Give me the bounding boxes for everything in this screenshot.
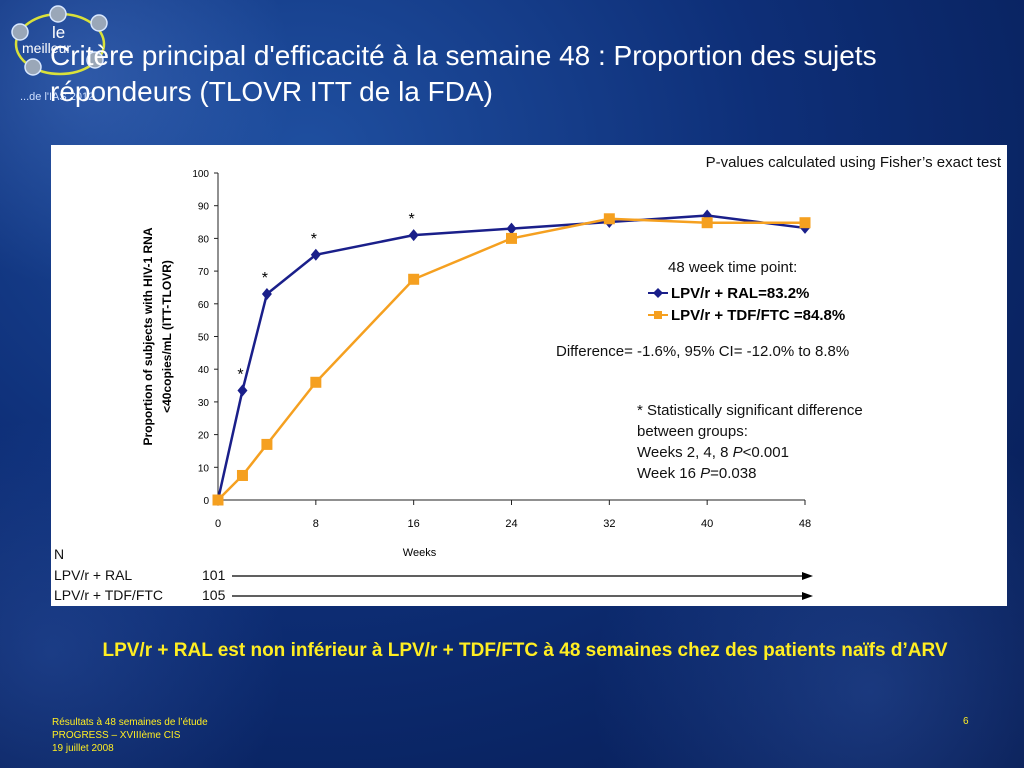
significance-note-line-1: * Statistically significant difference	[637, 402, 863, 419]
significance-note-line-2: between groups:	[637, 423, 748, 440]
significance-note-line-4: Week 16 P=0.038	[637, 465, 756, 482]
p-value-note: P-values calculated using Fisher’s exact…	[706, 154, 1002, 171]
conclusion-text: LPV/r + RAL est non inférieur à LPV/r + …	[102, 640, 948, 661]
series-2-point	[212, 494, 224, 506]
conference-logo: le meilleur ...de l'IAS 2012	[11, 5, 108, 103]
significance-asterisk: *	[409, 211, 415, 228]
series-2-point	[408, 273, 420, 285]
y-tick-label: 100	[192, 169, 209, 180]
legend-marker-1	[653, 288, 663, 298]
x-tick-label: 32	[603, 518, 615, 530]
significance-note-segment: P	[700, 465, 710, 482]
footer: Résultats à 48 semaines de l’étude PROGR…	[52, 716, 208, 755]
x-tick-label: 0	[215, 518, 221, 530]
series-2-point	[236, 469, 248, 481]
significance-asterisk: *	[311, 231, 317, 248]
significance-note-segment: P	[733, 444, 743, 461]
x-axis-label: Weeks	[403, 547, 437, 559]
series-1-point	[408, 229, 419, 242]
x-tick-label: 48	[799, 518, 811, 530]
significance-note-line-3: Weeks 2, 4, 8 P<0.001	[637, 444, 789, 461]
page-number: 6	[963, 716, 969, 727]
n-table-arrow-head	[802, 592, 813, 600]
legend-title: 48 week time point:	[668, 259, 797, 276]
y-tick-label: 10	[198, 463, 210, 474]
y-tick-label: 70	[198, 267, 210, 278]
series-2-point	[261, 438, 273, 450]
y-tick-label: 50	[198, 333, 210, 344]
y-tick-label: 90	[198, 202, 210, 213]
y-axis-label-line-1: Proportion of subjects with HIV-1 RNA	[141, 227, 155, 445]
logo-text-le: le	[52, 23, 65, 42]
significance-note-segment: <0.001	[743, 444, 789, 461]
significance-asterisk: *	[262, 270, 268, 287]
series-1-point	[237, 384, 248, 397]
x-tick-label: 40	[701, 518, 713, 530]
legend-label-1: LPV/r + RAL=83.2%	[671, 285, 809, 302]
y-tick-label: 0	[203, 496, 209, 507]
series-1-point	[702, 209, 713, 222]
legend-marker-2	[654, 311, 662, 319]
significance-note-segment: =0.038	[710, 465, 756, 482]
difference-text: Difference= -1.6%, 95% CI= -12.0% to 8.8…	[556, 343, 849, 360]
n-table-row-count: 105	[202, 587, 226, 603]
legend-label-2: LPV/r + TDF/FTC =84.8%	[671, 307, 845, 324]
x-tick-label: 8	[313, 518, 319, 530]
n-table-header: N	[54, 546, 64, 562]
series-2-point	[799, 217, 811, 229]
n-table-row-count: 101	[202, 567, 226, 583]
series-1-point	[261, 287, 272, 300]
footer-line-3: 19 juillet 2008	[52, 743, 114, 754]
series-2-point	[310, 376, 322, 388]
logo-text-meilleur: meilleur	[22, 40, 71, 56]
y-tick-label: 30	[198, 398, 210, 409]
y-tick-label: 60	[198, 300, 210, 311]
y-tick-label: 80	[198, 234, 210, 245]
logo-text-ias: ...de l'IAS 2012	[20, 91, 94, 103]
y-axis-label-line-2: <40copies/mL (ITT-TLOVR)	[160, 260, 174, 413]
y-tick-label: 40	[198, 365, 210, 376]
significance-note-segment: Week 16	[637, 465, 700, 482]
n-table-row-label: LPV/r + TDF/FTC	[54, 587, 163, 603]
significance-note-segment: * Statistically significant difference	[637, 402, 863, 419]
series-1-point	[506, 222, 517, 235]
significance-note-segment: between groups:	[637, 423, 748, 440]
footer-line-1: Résultats à 48 semaines de l’étude	[52, 717, 208, 728]
series-1-point	[310, 248, 321, 261]
series-2-point	[701, 217, 713, 229]
y-tick-label: 20	[198, 431, 210, 442]
significance-asterisk: *	[237, 366, 243, 383]
slide-title: Critère principal d'efficacité à la sema…	[50, 40, 877, 107]
x-tick-label: 24	[505, 518, 517, 530]
n-table-row-label: LPV/r + RAL	[54, 567, 132, 583]
significance-note-segment: Weeks 2, 4, 8	[637, 444, 733, 461]
response-rate-chart: 0 10 20 30 40 50 60 70 80 90 100 0 8 16 24 32 40 48 Weeks P…	[54, 154, 1002, 603]
chart-panel: 0 10 20 30 40 50 60 70 80 90 100 0 8 16 24 32 40 48 Weeks P…	[51, 145, 1007, 606]
x-tick-label: 16	[408, 518, 420, 530]
n-table-arrow-head	[802, 572, 813, 580]
footer-line-2: PROGRESS – XVIIIème CIS	[52, 730, 181, 741]
series-2-point	[506, 232, 517, 244]
series-2-point	[603, 213, 615, 225]
